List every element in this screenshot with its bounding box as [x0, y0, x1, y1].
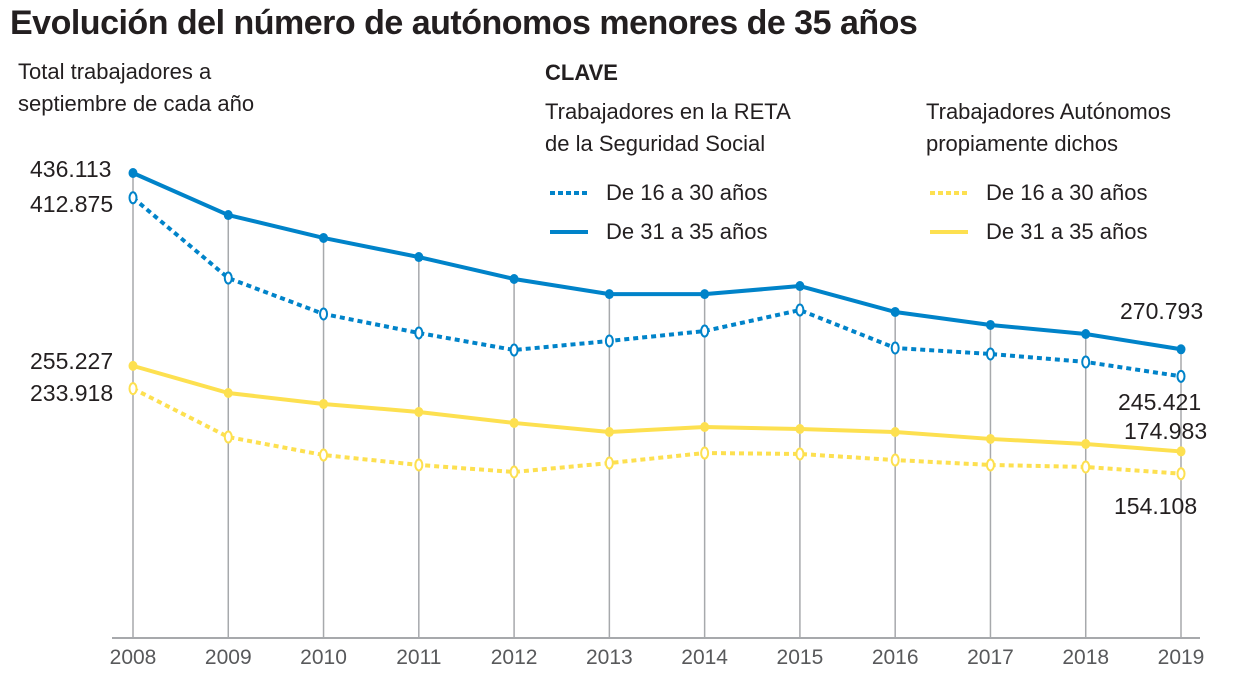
data-point-reta-31-35-2019: [1176, 344, 1186, 355]
legend-item-reta-16-30: De 16 a 30 años: [548, 178, 767, 208]
legend-swatch-dotted-yellow: [930, 191, 968, 195]
x-tick-label-2018: 2018: [1062, 646, 1110, 669]
data-point-reta-16-30-2018: [1081, 355, 1091, 369]
data-label-autonomos-31-35-2019: 174.983: [1124, 418, 1208, 444]
data-point-autonomos-31-35-2014: [700, 421, 710, 432]
data-point-autonomos-16-30-2014: [700, 446, 710, 460]
data-point-reta-31-35-2012: [509, 274, 519, 285]
x-tick-label-2008: 2008: [109, 646, 157, 669]
legend-group-title-reta: Trabajadores en la RETA de la Seguridad …: [545, 96, 791, 160]
data-point-autonomos-16-30-2015: [795, 447, 805, 461]
data-point-reta-16-30-2010: [319, 307, 329, 321]
data-point-autonomos-16-30-2008: [128, 382, 138, 396]
data-point-reta-31-35-2010: [319, 232, 329, 243]
legend-label: De 16 a 30 años: [606, 180, 768, 205]
data-point-reta-31-35-2009: [223, 210, 233, 221]
data-point-reta-31-35-2011: [414, 252, 424, 263]
markers-group: [128, 168, 1186, 481]
data-point-autonomos-31-35-2019: [1176, 446, 1186, 457]
legend-label: De 31 a 35 años: [986, 219, 1148, 244]
data-point-reta-31-35-2014: [700, 289, 710, 300]
legend-item-autonomos-16-30: De 16 a 30 años: [928, 178, 1147, 208]
data-point-reta-31-35-2013: [604, 289, 614, 300]
legend-group-title-line-1: Trabajadores Autónomos: [926, 99, 1171, 124]
data-point-autonomos-16-30-2009: [223, 430, 233, 444]
data-point-autonomos-16-30-2016: [890, 453, 900, 467]
data-point-autonomos-16-30-2013: [604, 456, 614, 470]
data-point-autonomos-16-30-2011: [414, 458, 424, 472]
subtitle-line-2: septiembre de cada año: [18, 91, 255, 116]
x-tick-label-2015: 2015: [776, 646, 824, 669]
data-label-reta-31-35-2019: 270.793: [1120, 298, 1204, 324]
series-line-reta-16-30: [131, 196, 1182, 379]
series-line-reta-31-35: [132, 171, 1182, 352]
data-point-autonomos-31-35-2017: [985, 433, 995, 444]
data-point-autonomos-16-30-2010: [319, 448, 329, 462]
legend-heading: CLAVE: [545, 60, 618, 85]
x-tick-label-2010: 2010: [300, 646, 347, 669]
x-tick-label-2011: 2011: [396, 646, 442, 669]
legend-item-reta-31-35: De 31 a 35 años: [548, 217, 767, 247]
data-point-reta-31-35-2008: [128, 168, 138, 179]
legend-label: De 16 a 30 años: [986, 180, 1148, 205]
data-point-reta-16-30-2009: [223, 271, 233, 285]
subtitle-line-1: Total trabajadores a: [18, 59, 212, 84]
legend-group-title-line-2: de la Seguridad Social: [545, 131, 766, 156]
legend-swatch-dotted-blue: [550, 191, 588, 195]
data-point-reta-16-30-2008: [128, 191, 138, 205]
x-tick-label-2009: 2009: [204, 646, 252, 669]
data-point-autonomos-16-30-2018: [1081, 460, 1091, 474]
legend-label: De 31 a 35 años: [606, 219, 768, 244]
data-point-reta-16-30-2013: [604, 334, 614, 348]
series-group: [131, 171, 1182, 476]
data-point-autonomos-31-35-2015: [795, 424, 805, 435]
data-point-reta-16-30-2011: [414, 326, 424, 340]
legend-group-title-autonomos: Trabajadores Autónomos propiamente dicho…: [926, 96, 1171, 160]
data-point-reta-16-30-2014: [700, 324, 710, 338]
x-tick-label-2013: 2013: [586, 646, 633, 669]
legend-group-title-line-1: Trabajadores en la RETA: [545, 99, 791, 124]
data-label-reta-16-30-2008: 412.875: [30, 191, 114, 217]
data-point-autonomos-31-35-2010: [319, 398, 329, 409]
data-point-autonomos-31-35-2009: [223, 387, 233, 398]
series-line-autonomos-31-35: [132, 363, 1182, 454]
data-label-autonomos-16-30-2019: 154.108: [1114, 493, 1198, 519]
data-point-autonomos-31-35-2012: [509, 417, 519, 428]
data-label-reta-16-30-2019: 245.421: [1118, 389, 1202, 415]
x-tick-label-2019: 2019: [1157, 646, 1205, 669]
data-point-autonomos-16-30-2019: [1176, 467, 1186, 481]
data-point-reta-16-30-2015: [795, 303, 805, 317]
data-point-reta-31-35-2018: [1081, 329, 1091, 340]
x-tick-label-2017: 2017: [967, 646, 1014, 669]
data-point-reta-31-35-2015: [795, 281, 805, 292]
data-point-reta-16-30-2016: [890, 341, 900, 355]
data-point-autonomos-16-30-2012: [509, 465, 519, 479]
x-tick-label-2014: 2014: [681, 646, 728, 669]
data-label-autonomos-16-30-2008: 233.918: [30, 380, 114, 406]
data-point-reta-16-30-2012: [509, 343, 519, 357]
gridlines: [132, 173, 1182, 638]
x-tick-label-2016: 2016: [871, 646, 919, 669]
data-point-autonomos-31-35-2013: [604, 427, 614, 438]
data-point-reta-31-35-2017: [985, 319, 995, 330]
legend-swatch-solid-blue: [550, 230, 588, 234]
data-point-autonomos-16-30-2017: [985, 458, 995, 472]
x-tick-label-2012: 2012: [490, 646, 538, 669]
legend-group-title-line-2: propiamente dichos: [926, 131, 1119, 156]
data-point-reta-16-30-2019: [1176, 369, 1186, 383]
legend-swatch-solid-yellow: [930, 230, 968, 234]
data-point-reta-16-30-2017: [985, 347, 995, 361]
chart-subtitle: Total trabajadores a septiembre de cada …: [18, 56, 318, 120]
data-point-autonomos-31-35-2008: [128, 360, 138, 371]
data-point-reta-31-35-2016: [890, 306, 900, 317]
chart-title: Evolución del número de autónomos menore…: [10, 4, 918, 42]
data-point-autonomos-31-35-2011: [414, 406, 424, 417]
data-label-autonomos-31-35-2008: 255.227: [30, 348, 114, 374]
legend-item-autonomos-31-35: De 31 a 35 años: [928, 217, 1147, 247]
data-label-reta-31-35-2008: 436.113: [30, 156, 112, 182]
data-point-autonomos-31-35-2018: [1081, 438, 1091, 449]
data-point-autonomos-31-35-2016: [890, 427, 900, 438]
